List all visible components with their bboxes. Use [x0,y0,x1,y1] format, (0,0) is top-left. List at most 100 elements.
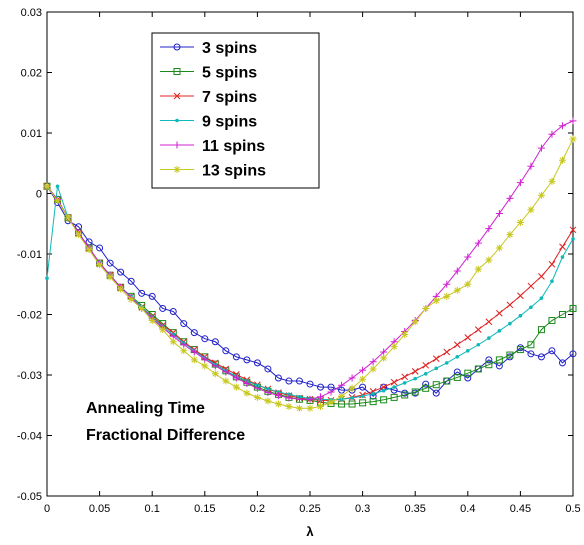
data-point [381,388,386,393]
data-point [180,320,188,328]
x-tick-label: 0.5 [565,503,580,515]
data-point [443,280,451,288]
data-point [508,321,512,326]
x-tick-label: 0 [44,503,50,515]
x-tick-label: 0.4 [460,503,475,515]
data-point [201,335,209,343]
legend-item: 9 spins [160,114,257,131]
data-point [348,384,356,392]
data-point [401,391,409,399]
data-point [495,209,503,217]
data-point [64,214,72,222]
data-point [432,355,440,363]
data-point [443,348,451,356]
data-point [96,261,104,269]
data-point [274,400,282,408]
data-point [338,392,346,400]
data-point [506,351,514,359]
data-point [243,379,251,387]
data-point [348,374,356,382]
data-point [487,336,491,340]
data-point [485,256,493,264]
data-point [274,374,282,382]
data-point [380,348,388,356]
data-point [550,279,554,284]
data-point [464,280,472,288]
data-point [506,194,514,202]
data-point [569,135,577,143]
data-point [106,273,114,281]
data-point [571,237,575,241]
data-point [390,393,398,401]
data-point [537,326,545,334]
data-point [148,317,156,325]
data-point [276,390,281,394]
data-point [306,380,314,388]
data-point [369,365,377,373]
data-point [474,265,482,273]
data-point [453,373,461,381]
axes: 0 0.05 0.1 0.15 0.2 0.25 0.3 0.35 0.4 0.45 0.5 -0.0… [17,7,581,515]
x-tick-label: 0.05 [89,503,110,515]
data-point [287,392,291,397]
y-tick-label: 0.03 [21,7,42,19]
data-point [327,388,335,396]
data-point [466,349,470,353]
data-point [527,341,535,349]
data-point [518,313,523,318]
data-point [55,184,60,189]
data-point [411,388,419,396]
data-point [253,384,261,392]
legend-item: 7 spins [160,89,257,106]
legend-label: 7 spins [202,89,257,106]
legend-marker [175,118,179,123]
data-point [85,246,93,254]
data-point [201,355,209,363]
data-point [485,361,493,369]
data-point [327,398,335,406]
data-point [453,368,461,376]
data-point [411,318,419,326]
legend-item: 5 spins [160,65,257,82]
data-point [180,341,188,349]
data-point [222,377,230,385]
data-point [338,400,346,408]
data-point [138,289,146,297]
data-point [159,326,167,334]
data-point [569,117,577,125]
x-tick-label: 0.45 [510,503,531,515]
data-point [558,359,566,367]
series-13-spins [43,135,577,412]
data-point [306,404,314,412]
data-point [474,365,482,373]
legend-marker [173,141,181,149]
data-point [558,311,566,318]
data-point [569,304,577,312]
data-point [232,374,240,382]
data-point [443,292,451,300]
data-point [264,365,272,373]
data-point [380,383,387,391]
data-point [392,385,396,389]
data-point [422,384,430,392]
x-tick-label: 0.3 [355,503,370,515]
data-point [548,260,556,268]
legend: 3 spins 5 spins 7 spins 9 spins 11 spins 13 s… [151,32,320,189]
data-point [45,276,49,281]
x-tick-label: 0.2 [250,503,265,515]
data-point [266,387,270,391]
data-point [243,389,251,397]
data-point [43,182,51,190]
data-point [558,156,566,164]
data-point [496,309,503,317]
data-point [127,295,135,303]
data-point [413,376,418,381]
data-point [527,282,535,290]
data-point [537,144,545,152]
data-point [306,395,314,403]
y-tick-label: -0.04 [17,431,42,443]
data-point [432,381,440,389]
data-point [422,380,430,388]
data-point [495,244,503,252]
legend-label: 13 spins [202,163,266,180]
